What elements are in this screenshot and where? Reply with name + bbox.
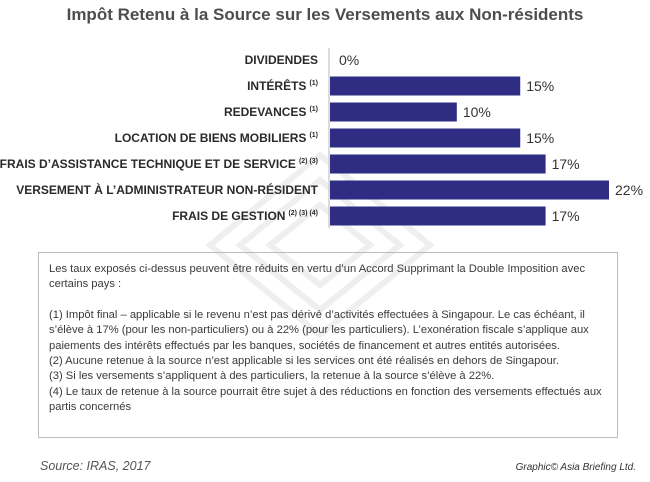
value-label: 15% <box>526 130 554 146</box>
bar <box>330 206 546 226</box>
note-4: (4) Le taux de retenue à la source pourr… <box>49 385 602 414</box>
notes-box: Les taux exposés ci-dessus peuvent être … <box>38 252 618 438</box>
bar <box>330 76 521 96</box>
bar <box>330 102 457 122</box>
note-2: (2) Aucune retenue à la source n’est app… <box>49 355 559 368</box>
bar <box>330 128 521 148</box>
category-label: LOCATION DE BIENS MOBILIERS (1) <box>115 131 318 145</box>
category-label: DIVIDENDES <box>245 53 318 67</box>
category-label: FRAIS D’ASSISTANCE TECHNIQUE ET DE SERVI… <box>0 157 318 171</box>
value-label: 15% <box>526 78 554 94</box>
value-label: 22% <box>615 182 643 198</box>
category-label: VERSEMENT À L’ADMINISTRATEUR NON-RÉSIDEN… <box>16 182 318 197</box>
value-label: 17% <box>552 208 580 224</box>
bar <box>330 154 546 174</box>
chart-title: Impôt Retenu à la Source sur les Verseme… <box>66 5 584 24</box>
bar <box>330 180 609 200</box>
value-label: 17% <box>552 156 580 172</box>
value-label: 0% <box>339 52 359 68</box>
note-3: (3) Si les versements s’appliquent à des… <box>49 370 495 383</box>
category-label: FRAIS DE GESTION (2) (3) (4) <box>172 209 318 223</box>
value-label: 10% <box>463 104 491 120</box>
note-1: (1) Impôt final – applicable si le reven… <box>49 308 589 352</box>
category-label: REDEVANCES (1) <box>224 105 318 119</box>
notes-intro: Les taux exposés ci-dessus peuvent être … <box>49 263 586 291</box>
credit-text: Graphic© Asia Briefing Ltd. <box>515 462 636 473</box>
bar-chart: DIVIDENDES 0% INTÉRÊTS (1) 15% REDEVANCES (1) 1… <box>0 48 643 228</box>
source-text: Source: IRAS, 2017 <box>40 459 151 473</box>
category-label: INTÉRÊTS (1) <box>247 78 318 93</box>
